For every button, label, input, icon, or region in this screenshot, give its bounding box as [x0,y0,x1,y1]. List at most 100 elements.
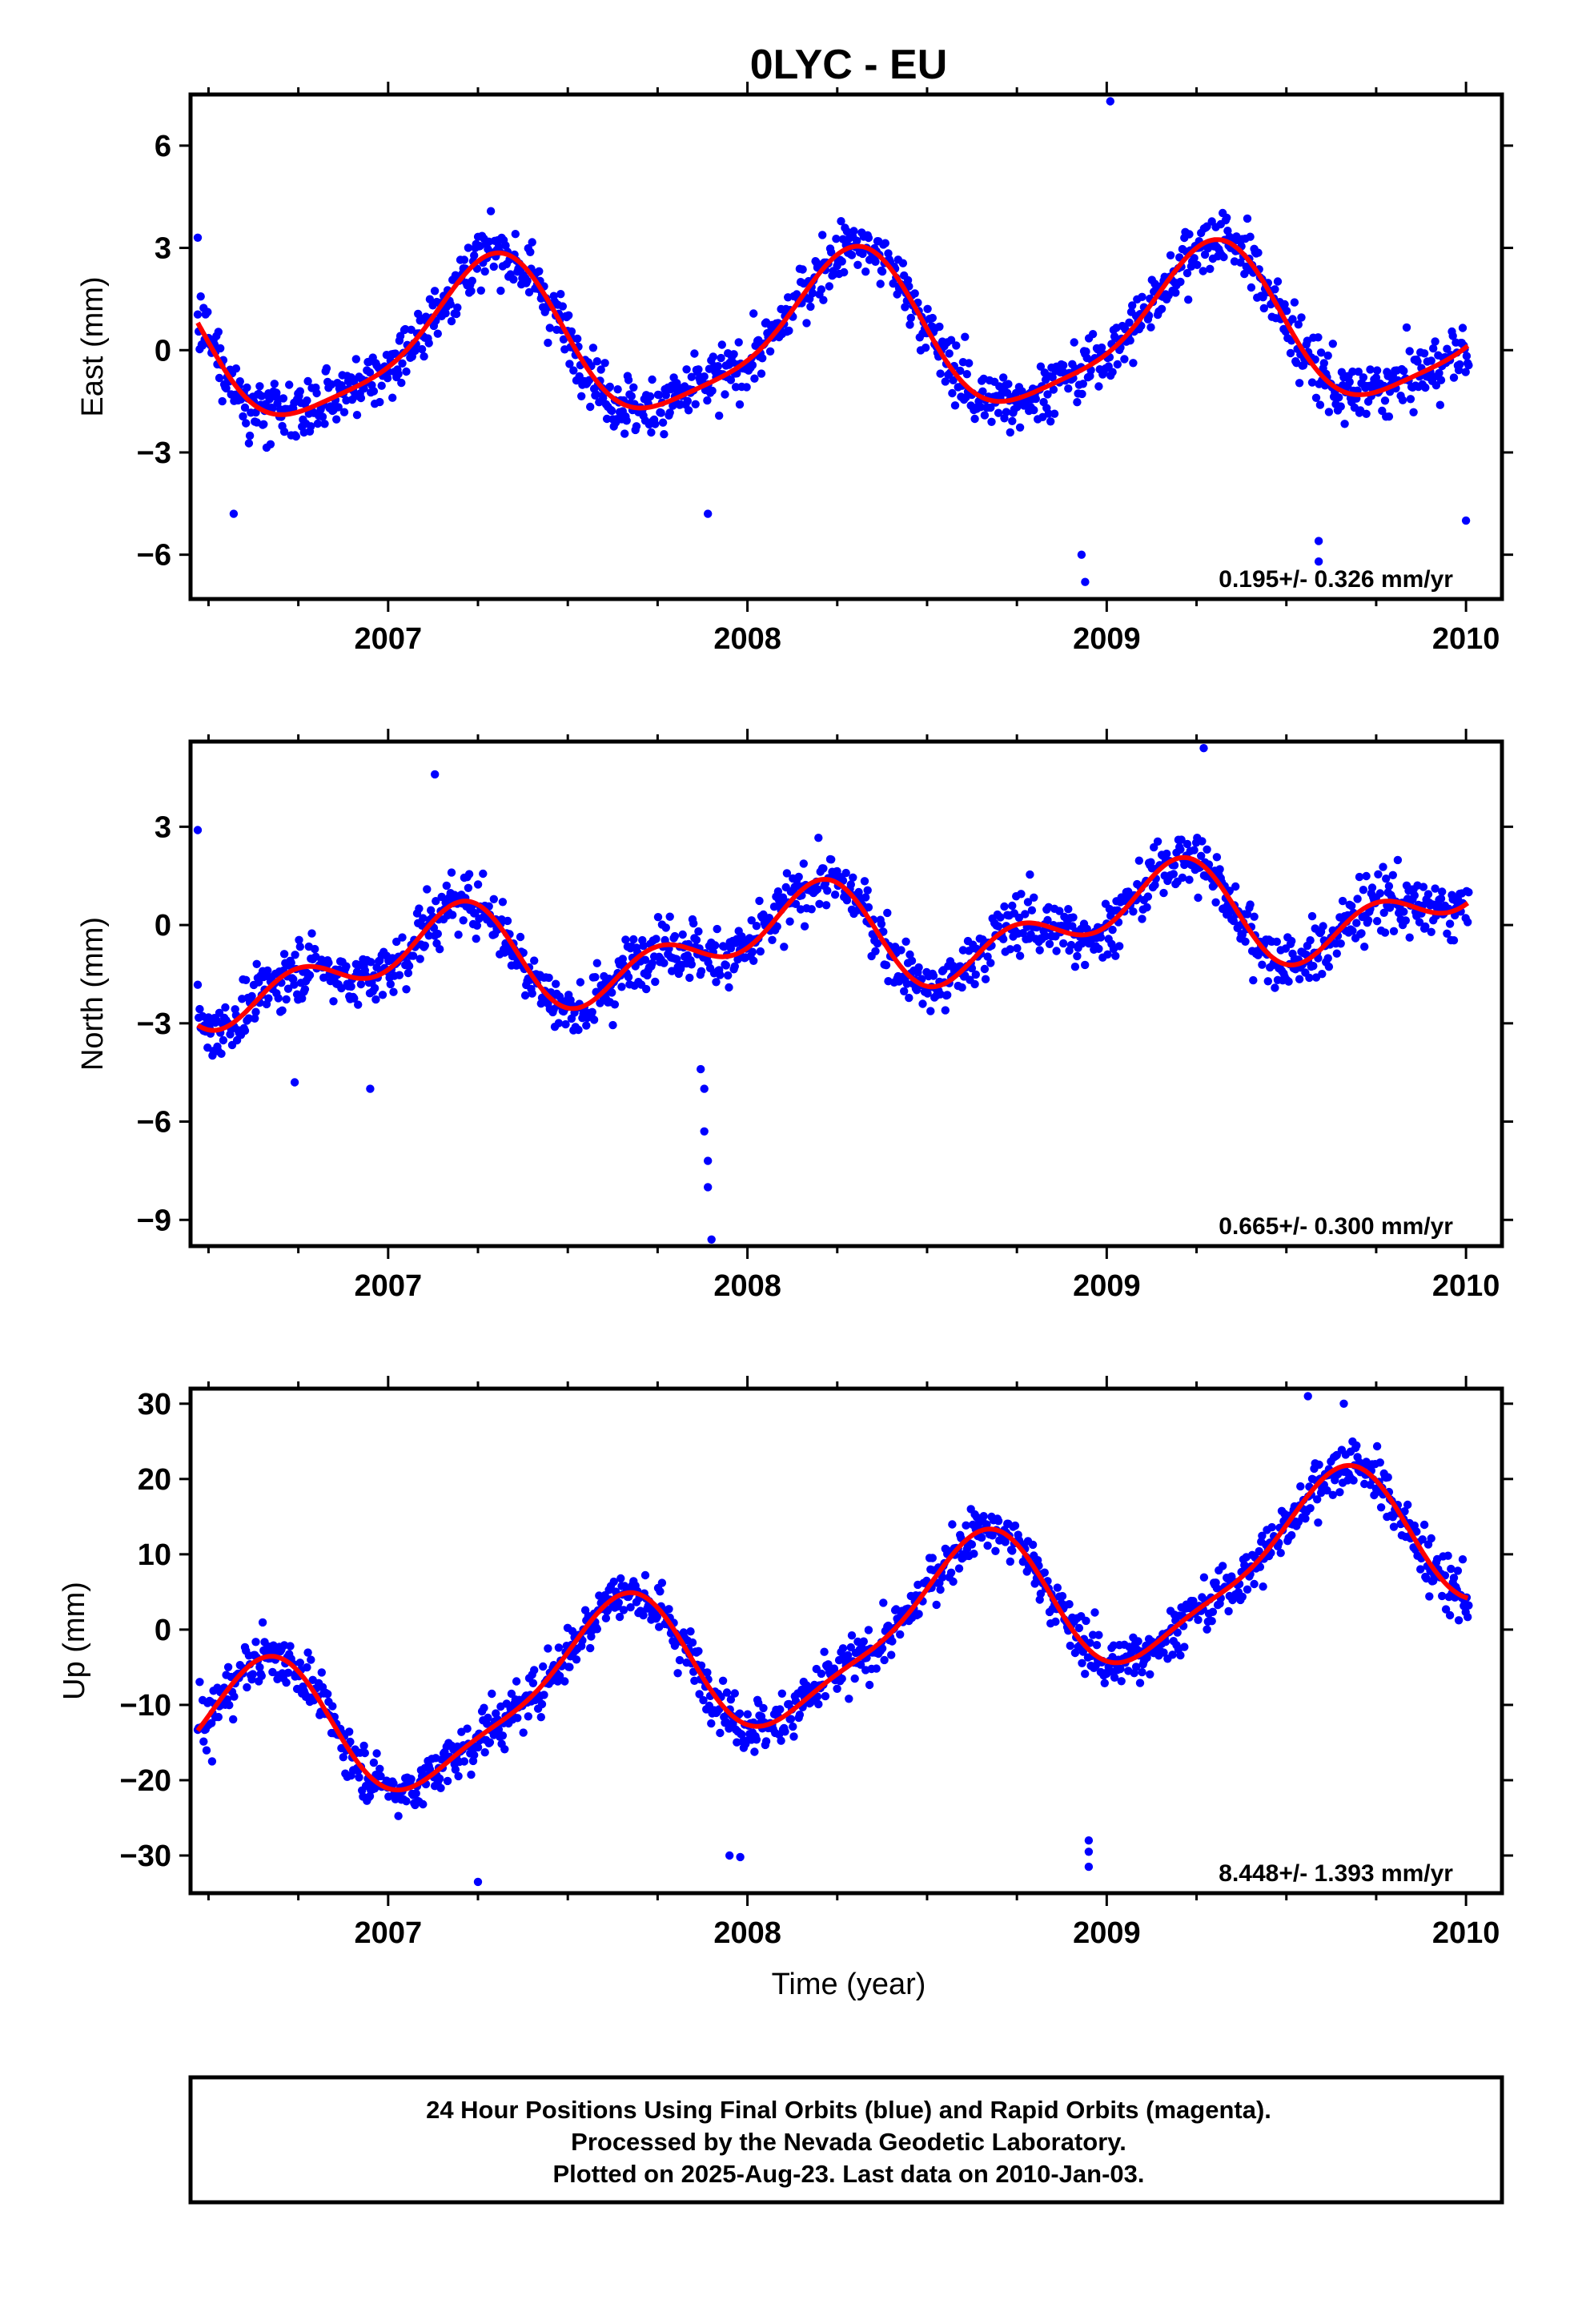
data-point [712,978,721,987]
data-point [329,997,338,1006]
data-point [592,357,601,366]
data-point [825,282,834,291]
data-point [660,430,669,439]
data-point [929,971,938,980]
data-point [629,935,638,944]
data-point [1347,902,1356,911]
data-point [648,959,656,968]
data-point [328,1702,337,1711]
data-point [1421,922,1430,931]
chart-title: 0LYC - EU [750,42,948,88]
data-point [1051,1617,1060,1626]
data-point [1445,1610,1455,1620]
data-point [274,994,283,1003]
data-point [1421,383,1430,392]
data-point [1464,1613,1472,1622]
data-point [1436,894,1446,903]
data-point [621,935,630,944]
data-point [586,1643,595,1653]
data-point [313,419,323,428]
data-point [468,276,476,285]
data-point [1045,939,1054,949]
data-point [608,988,616,997]
data-point [999,935,1008,943]
data-point [394,1811,403,1820]
data-point [785,326,793,336]
data-point [1282,307,1291,316]
data-point [833,1684,841,1693]
data-point [1464,360,1473,370]
data-point-outlier [207,1757,217,1766]
data-point-outlier [704,1156,713,1165]
data-point [616,1574,625,1583]
data-point [266,440,275,448]
data-point [1111,334,1120,343]
data-point [251,1014,259,1023]
data-point [432,897,440,906]
data-point [251,1007,260,1016]
data-point [472,935,480,943]
data-point [526,247,535,256]
data-point [678,930,687,939]
data-point [1241,937,1250,947]
data-point [377,381,386,390]
data-point [1185,875,1194,884]
data-point [1231,882,1240,891]
data-point [627,392,636,400]
data-point [1182,268,1192,278]
x-tick-label: 2007 [355,1916,423,1950]
up-data-points [193,1392,1473,1887]
data-point [1314,1518,1323,1527]
data-point [887,1651,896,1659]
data-point [1078,1659,1086,1667]
data-point [1263,977,1273,986]
north-rate-label: 0.665+/- 0.300 mm/yr [1219,1213,1453,1240]
data-point [535,267,544,275]
data-point [1271,983,1279,992]
data-point [808,288,817,298]
footer-frame [188,2075,1504,2205]
data-point [776,1705,785,1714]
data-point [388,393,397,402]
data-point [1008,1546,1017,1555]
data-point [243,383,251,392]
data-point [1306,1504,1315,1513]
data-point [488,1689,496,1699]
data-point [441,309,450,318]
data-point [244,1014,254,1023]
data-point [596,365,605,374]
data-point [214,1712,223,1722]
data-point [853,236,861,245]
data-point [452,309,461,319]
data-point [806,302,815,312]
data-point [1198,837,1207,846]
data-point [1447,1564,1456,1574]
data-point [1398,396,1407,404]
x-axis-label: Time (year) [772,1968,926,2001]
data-point [582,1021,591,1030]
data-point [1316,348,1326,357]
data-point [859,1637,869,1646]
data-point [905,950,914,959]
data-point [983,1541,992,1550]
data-point [1027,906,1037,915]
data-point [1376,1503,1386,1512]
data-point [446,300,455,309]
data-point [1461,368,1470,376]
data-point [386,979,395,989]
data-point [798,265,807,274]
data-point [1429,344,1438,353]
data-point [311,944,319,954]
data-point [1247,283,1256,292]
data-point [1203,1625,1211,1634]
data-point [1313,1495,1322,1504]
data-point [661,391,670,400]
data-point [1002,408,1011,416]
data-point [1030,893,1038,903]
x-tick-label: 2010 [1432,1269,1500,1303]
data-point [789,1722,797,1731]
data-point [614,1598,623,1607]
data-point [1100,1679,1110,1687]
x-tick-label: 2009 [1073,1916,1141,1950]
data-point [1384,882,1394,891]
